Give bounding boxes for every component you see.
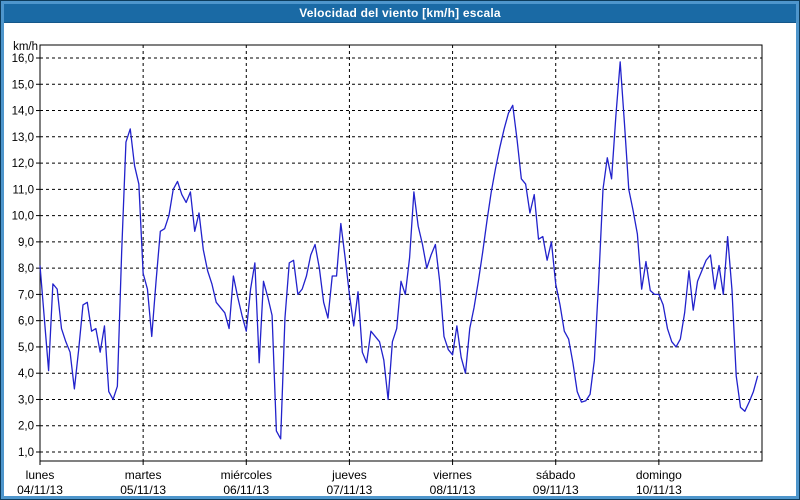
day-name-label: lunes (26, 468, 55, 482)
day-name-label: jueves (331, 468, 367, 482)
day-date-label: 04/11/13 (17, 483, 63, 496)
window-title: Velocidad del viento [km/h] escala (4, 4, 796, 23)
y-tick-label: 12,0 (12, 158, 34, 170)
y-tick-label: 14,0 (12, 106, 34, 118)
y-tick-label: 7,0 (18, 289, 34, 301)
y-tick-label: 9,0 (18, 237, 34, 249)
day-date-label: 05/11/13 (120, 483, 166, 496)
day-date-label: 09/11/13 (533, 483, 579, 496)
day-name-label: domingo (636, 468, 682, 482)
y-tick-label: 3,0 (18, 394, 34, 406)
y-tick-label: 6,0 (18, 316, 34, 328)
y-tick-label: 11,0 (12, 184, 34, 196)
day-date-label: 06/11/13 (223, 483, 269, 496)
y-tick-label: 4,0 (18, 368, 34, 380)
y-axis-unit-label: km/h (13, 41, 38, 53)
y-tick-label: 2,0 (18, 421, 34, 433)
chart-area: 16,0 15,0 14,0 13,0 12,0 11,0 10,0 9,0 8,0 7,0 6,0… (4, 23, 796, 496)
y-tick-label: 10,0 (12, 211, 34, 223)
y-tick-label: 1,0 (18, 447, 34, 459)
y-tick-label: 5,0 (18, 342, 34, 354)
day-date-label: 08/11/13 (430, 483, 476, 496)
day-name-label: miércoles (221, 468, 272, 482)
y-tick-label: 8,0 (18, 263, 34, 275)
day-name-label: viernes (433, 468, 472, 482)
y-tick-label: 13,0 (12, 132, 34, 144)
day-name-label: sábado (536, 468, 576, 482)
day-date-label: 07/11/13 (327, 483, 373, 496)
y-tick-label: 16,0 (12, 53, 34, 65)
wind-speed-line (39, 61, 759, 440)
day-name-label: martes (125, 468, 162, 482)
plot-frame (39, 44, 763, 462)
wind-speed-chart: 16,0 15,0 14,0 13,0 12,0 11,0 10,0 9,0 8,0 7,0 6,0… (12, 41, 763, 496)
y-tick-label: 15,0 (12, 79, 34, 91)
day-date-label: 10/11/13 (636, 483, 682, 496)
